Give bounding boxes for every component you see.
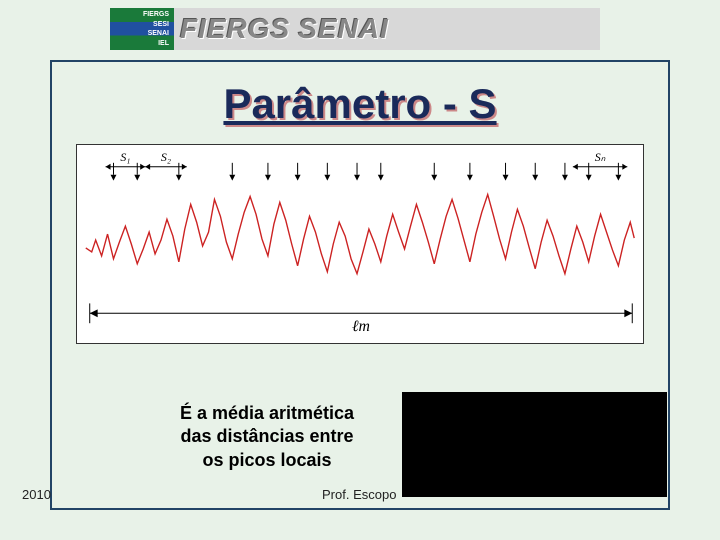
description-line: É a média aritmética bbox=[152, 402, 382, 425]
badge-line: SENAI bbox=[112, 30, 172, 37]
svg-text:ℓm: ℓm bbox=[352, 318, 370, 335]
roughness-chart: S₁ S₂ Sₙ ℓm bbox=[76, 144, 644, 344]
formula-blackbox bbox=[402, 392, 667, 497]
logo-badge: FIERGS SESI SENAI IEL bbox=[110, 8, 174, 50]
chart-svg: S₁ S₂ Sₙ ℓm bbox=[77, 145, 643, 343]
badge-line: IEL bbox=[112, 40, 172, 47]
logo-text: FIERGS SENAI bbox=[180, 13, 389, 45]
page-title: Parâmetro - S bbox=[52, 80, 668, 128]
logo-bar: FIERGS SESI SENAI IEL FIERGS SENAI bbox=[110, 8, 600, 50]
description-line: das distâncias entre bbox=[152, 425, 382, 448]
badge-line: SESI bbox=[112, 21, 172, 28]
logo-word-senai: SENAI bbox=[298, 13, 389, 45]
badge-line: FIERGS bbox=[112, 11, 172, 18]
svg-text:S₁: S₁ bbox=[120, 150, 130, 164]
svg-text:S₂: S₂ bbox=[161, 150, 171, 164]
description-line: os picos locais bbox=[152, 449, 382, 472]
svg-text:Sₙ: Sₙ bbox=[595, 150, 606, 164]
footer-prof: Prof. Escopo bbox=[322, 487, 396, 502]
logo-word-fiergs: FIERGS bbox=[180, 13, 290, 45]
description-text: É a média aritmética das distâncias entr… bbox=[152, 402, 382, 472]
content-frame: Parâmetro - S S₁ S₂ Sₙ ℓm É a média aritmét… bbox=[50, 60, 670, 510]
footer-year: 2010 bbox=[22, 487, 51, 502]
